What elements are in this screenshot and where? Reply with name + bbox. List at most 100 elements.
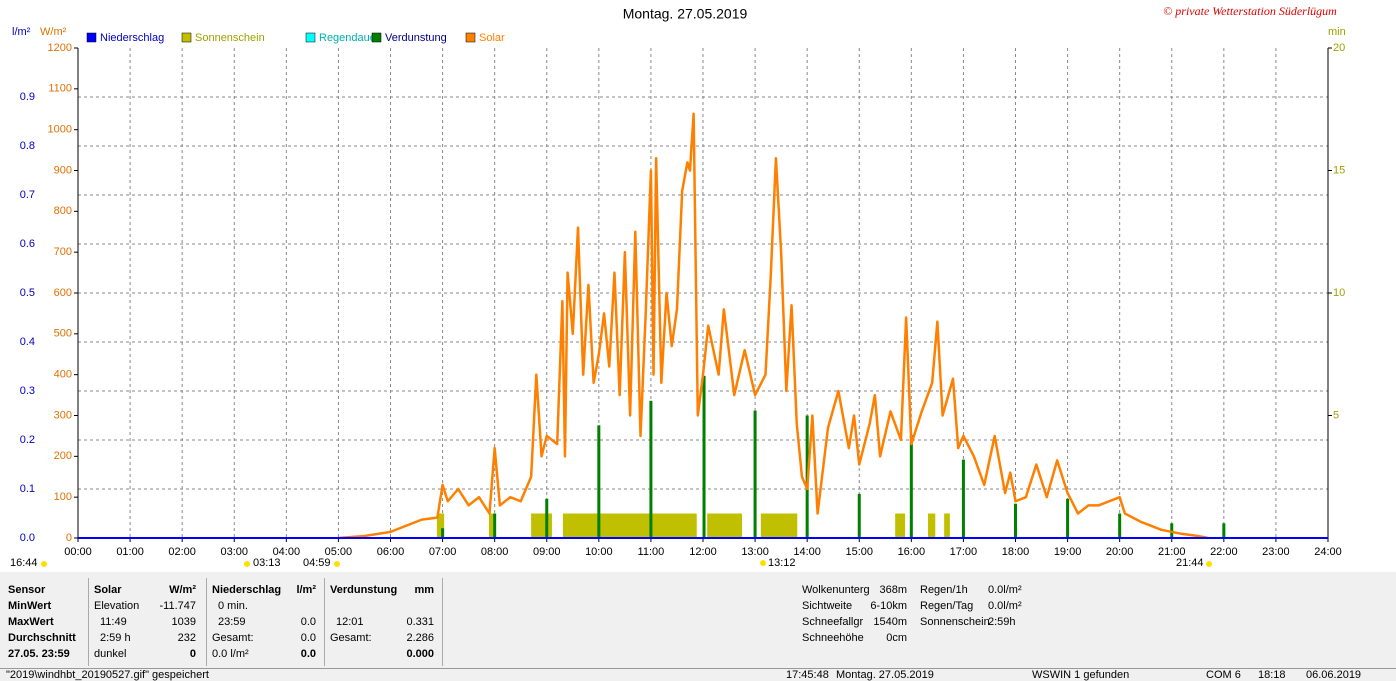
panel-cell: mm [414, 584, 434, 596]
y3-tick-label: 10 [1333, 287, 1345, 299]
y2-tick-label: 700 [54, 246, 72, 258]
panel-cell: 232 [177, 632, 196, 644]
legend-swatch [465, 32, 476, 43]
status-text: "2019\windhbt_20190527.gif" gespeichert [6, 669, 209, 681]
x-tick-label: 04:00 [273, 546, 301, 558]
panel-cell: MaxWert [8, 616, 54, 628]
chart: Montag. 27.05.2019 © private Wetterstati… [0, 0, 1396, 572]
panel-cell: 0.000 [406, 648, 434, 660]
panel-cell: -11.747 [159, 600, 197, 612]
evaporation-bar [857, 493, 861, 538]
sunshine-bar [944, 513, 950, 538]
y2-axis-unit: W/m² [40, 26, 67, 38]
x-tick-label: 02:00 [168, 546, 196, 558]
legend-label: Verdunstung [385, 32, 447, 44]
x-tick-label: 18:00 [1002, 546, 1030, 558]
panel-cell: Wolkenunterg [802, 584, 870, 596]
panel-cell: 0.0 [300, 632, 316, 644]
sunshine-bar [531, 513, 552, 538]
sun-marker [244, 561, 250, 567]
panel-cell: 368m [879, 584, 907, 596]
y2-tick-label: 300 [54, 409, 72, 421]
panel-separator [206, 578, 207, 666]
panel-cell: 0.0 [300, 648, 316, 660]
x-tick-label: 01:00 [116, 546, 144, 558]
status-text: 06.06.2019 [1306, 669, 1362, 681]
evaporation-bar [1222, 523, 1226, 538]
panel-cell: 27.05. 23:59 [8, 648, 70, 660]
panel-cell: Sensor [8, 584, 46, 596]
sunshine-bar [707, 513, 743, 538]
legend-label: Solar [479, 32, 505, 44]
panel-cell: MinWert [8, 600, 52, 612]
y2-tick-label: 0 [66, 532, 72, 544]
sun-marker-label: 21:44 [1176, 557, 1204, 569]
x-tick-label: 13:00 [741, 546, 769, 558]
panel-cell: Regen/1h [920, 584, 968, 596]
sunshine-bar [488, 513, 495, 538]
x-tick-label: 16:00 [898, 546, 926, 558]
sun-marker-label: 03:13 [253, 557, 281, 569]
sunshine-bar [928, 513, 936, 538]
evaporation-bar [493, 513, 497, 538]
panel-cell: Sonnenschein [920, 616, 990, 628]
x-tick-label: 14:00 [793, 546, 821, 558]
x-tick-label: 22:00 [1210, 546, 1238, 558]
x-tick-label: 23:00 [1262, 546, 1290, 558]
status-text: 17:45:48 [786, 669, 829, 681]
panel-cell: 0cm [886, 632, 907, 644]
panel-cell: Niederschlag [212, 584, 282, 596]
y2-tick-label: 1200 [48, 42, 72, 54]
legend-label: Regendauer [319, 32, 380, 44]
panel-cell: 11:49 [100, 616, 127, 628]
panel-cell: 0.0 [300, 616, 316, 628]
evaporation-bar [909, 435, 913, 538]
y3-tick-label: 15 [1333, 164, 1345, 176]
info-panel: Sensor MinWert MaxWert Durchschnitt 27.05. 2… [0, 572, 1396, 668]
y-tick-label: 0.0 [20, 532, 35, 544]
panel-separator [324, 578, 325, 666]
panel-cell: 1540m [873, 616, 907, 628]
panel-cell: 0.0 l/m² [212, 648, 249, 660]
legend-swatch [181, 32, 192, 43]
evaporation-bar [1118, 513, 1122, 538]
sunshine-bar [760, 513, 798, 538]
credit: © private Wetterstation Süderlügum [1163, 4, 1337, 18]
panel-cell: 0.0l/m² [988, 584, 1022, 596]
panel-cell: Sichtweite [802, 600, 853, 612]
panel-cell: 2:59 h [100, 632, 131, 644]
panel-cell: Schneefallgr [802, 616, 864, 628]
series-line [338, 112, 1209, 540]
x-tick-label: 03:00 [220, 546, 248, 558]
panel-cell: 0 [189, 648, 196, 660]
panel-cell: 12:01 [336, 616, 364, 628]
x-tick-label: 12:00 [689, 546, 717, 558]
chart-background [0, 0, 1396, 572]
x-tick-label: 08:00 [481, 546, 509, 558]
y2-tick-label: 200 [54, 450, 72, 462]
panel-cell: Elevation [94, 600, 140, 612]
y2-tick-label: 500 [54, 328, 72, 340]
panel-separator [88, 578, 89, 666]
y2-tick-label: 100 [54, 491, 72, 503]
y-tick-label: 0.7 [20, 189, 35, 201]
x-tick-label: 21:00 [1158, 546, 1186, 558]
sun-marker-label: 04:59 [303, 557, 331, 569]
y2-tick-label: 800 [54, 205, 72, 217]
y-tick-label: 0.8 [20, 140, 35, 152]
x-tick-label: 11:00 [638, 546, 665, 558]
panel-cell: 2:59h [988, 616, 1016, 628]
sunshine-bar [895, 513, 906, 538]
status-text: COM 6 [1206, 669, 1241, 681]
y3-axis-unit: min [1328, 26, 1346, 38]
status-text: 18:18 [1258, 669, 1286, 681]
evaporation-bar [702, 375, 706, 538]
chart-title: Montag. 27.05.2019 [623, 6, 748, 22]
evaporation-bar [597, 425, 601, 538]
evaporation-bar [1066, 498, 1070, 538]
evaporation-bar [753, 410, 757, 538]
y2-tick-label: 400 [54, 369, 72, 381]
x-tick-label: 06:00 [377, 546, 405, 558]
evaporation-bar [649, 400, 653, 538]
legend-label: Sonnenschein [195, 32, 265, 44]
